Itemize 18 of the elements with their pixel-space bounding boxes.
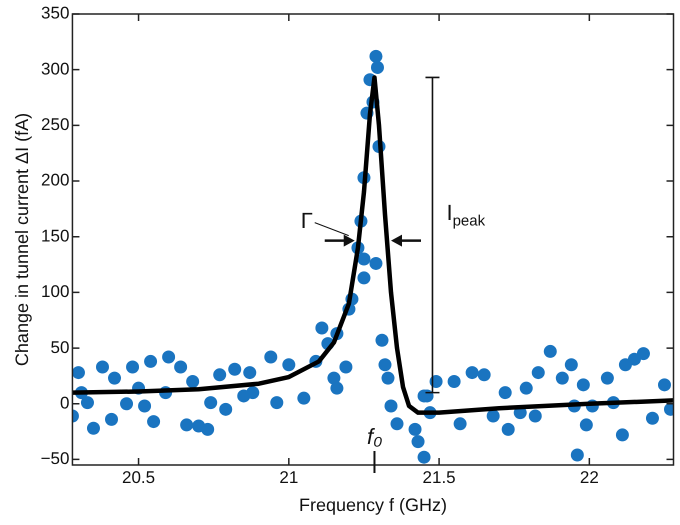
y-axis-title: Change in tunnel current ΔI (fA) — [12, 112, 32, 366]
y-tick-label: −50 — [40, 449, 70, 468]
annotation: Γ — [300, 208, 313, 233]
y-tick-label: 250 — [41, 115, 70, 134]
x-tick-label: 21.5 — [422, 468, 456, 487]
annotation: f₀ — [366, 424, 382, 449]
y-tick-label: 150 — [41, 226, 70, 246]
x-tick-label: 21 — [279, 468, 298, 487]
y-tick-label: 0 — [60, 393, 70, 412]
y-tick-label: 50 — [50, 338, 70, 357]
x-tick-label: 22 — [580, 468, 599, 487]
x-axis-title: Frequency f (GHz) — [298, 495, 447, 516]
x-tick-label: 20.5 — [122, 468, 156, 487]
annotation: I$_{peak}$ — [446, 200, 486, 230]
y-tick-label: 350 — [41, 4, 70, 23]
y-tick-label: 100 — [41, 282, 70, 302]
y-tick-label: 300 — [41, 59, 70, 78]
y-tick-label: 200 — [41, 170, 70, 190]
